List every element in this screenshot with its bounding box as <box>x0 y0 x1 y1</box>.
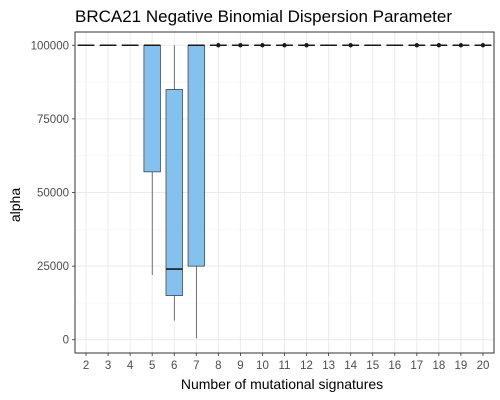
chart-title: BRCA21 Negative Binomial Dispersion Para… <box>75 7 452 26</box>
x-tick-label: 8 <box>215 360 221 372</box>
outlier-point <box>238 43 243 48</box>
outlier-point <box>480 43 486 48</box>
box <box>143 44 161 173</box>
y-tick-label: 0 <box>63 335 69 347</box>
x-tick-label: 2 <box>83 360 89 372</box>
box <box>165 89 183 296</box>
x-tick-label: 3 <box>105 360 111 372</box>
x-tick-label: 6 <box>171 360 177 372</box>
outlier-point <box>458 43 464 48</box>
outlier-point <box>436 43 442 48</box>
box <box>187 44 205 267</box>
x-tick-label: 17 <box>410 360 423 372</box>
x-tick-label: 12 <box>300 360 313 372</box>
x-tick-label: 16 <box>388 360 401 372</box>
x-axis-title: Number of mutational signatures <box>181 376 383 392</box>
outlier-point <box>414 43 420 48</box>
y-tick-label: 75000 <box>37 114 69 126</box>
outlier-point <box>282 43 287 48</box>
boxes <box>77 43 492 339</box>
outlier-point <box>216 43 221 48</box>
x-tick-label: 9 <box>237 360 243 372</box>
x-tick-label: 20 <box>477 360 490 372</box>
y-axis-title: alpha <box>7 188 23 222</box>
x-tick-label: 11 <box>279 360 291 372</box>
x-tick-label: 13 <box>322 360 335 372</box>
x-tick-label: 10 <box>256 360 269 372</box>
outlier-point <box>304 43 309 48</box>
panel-border <box>74 31 495 354</box>
outlier-point <box>260 43 265 48</box>
x-tick-label: 18 <box>432 360 445 372</box>
x-tick-label: 19 <box>455 360 468 372</box>
outlier-point <box>348 43 353 48</box>
y-tick-label: 50000 <box>37 188 69 200</box>
x-tick-label: 15 <box>366 360 379 372</box>
grid <box>75 32 494 353</box>
x-tick-label: 7 <box>193 360 199 372</box>
y-tick-label: 100000 <box>31 40 69 52</box>
axes: 0 25000 50000 75000 100000 2 3 4 5 6 7 8 9 10 11 12 13 14… <box>31 40 490 372</box>
x-tick-label: 4 <box>127 360 134 372</box>
x-tick-label: 14 <box>344 360 357 372</box>
x-tick-label: 5 <box>149 360 155 372</box>
y-tick-label: 25000 <box>37 261 69 273</box>
